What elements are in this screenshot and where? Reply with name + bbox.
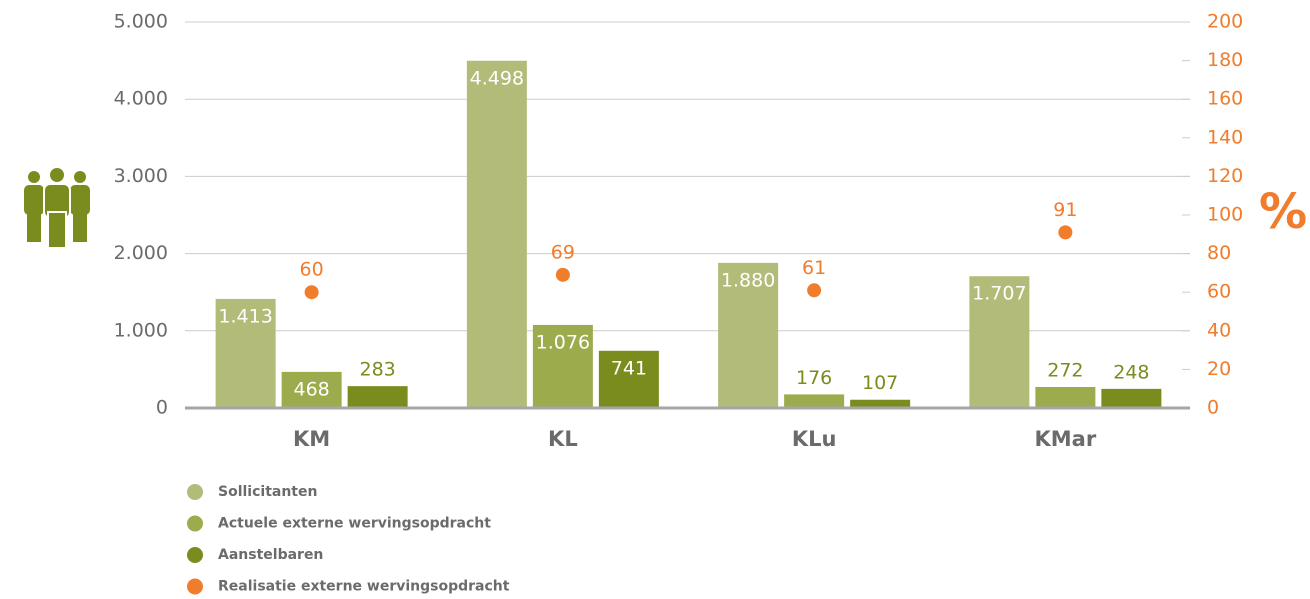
y2-tick-label: 140 (1207, 126, 1243, 148)
data-label: 468 (293, 378, 329, 400)
dot (807, 283, 822, 298)
bar (466, 60, 527, 409)
data-label: 107 (862, 372, 898, 394)
x-tick-label: KMar (1035, 427, 1097, 451)
data-label: 272 (1047, 360, 1083, 382)
y2-tick-label: 200 (1207, 11, 1243, 33)
y2-axis-label: % (1259, 184, 1307, 240)
y2-tick-label: 180 (1207, 49, 1243, 71)
people-icon (24, 168, 90, 249)
legend-label: Sollicitanten (218, 484, 317, 500)
data-label: 61 (802, 257, 826, 279)
data-label: 4.498 (470, 67, 524, 89)
bar (784, 394, 845, 408)
dot (555, 267, 570, 282)
y2-tick-label: 120 (1207, 165, 1243, 187)
data-label: 69 (551, 241, 575, 263)
legend-label: Realisatie externe wervingsopdracht (218, 579, 510, 595)
data-label: 283 (359, 359, 395, 381)
bar (281, 371, 342, 408)
y-tick-label: 0 (156, 397, 168, 419)
data-label: 176 (796, 367, 832, 389)
bar (598, 350, 659, 408)
x-tick-label: KLu (792, 427, 837, 451)
legend-marker (187, 547, 203, 563)
bar (718, 262, 779, 408)
y-tick-label: 2.000 (114, 242, 168, 264)
legend-label: Aanstelbaren (218, 547, 323, 563)
y-tick-label: 4.000 (114, 88, 168, 110)
bar (215, 298, 276, 408)
y-tick-label: 1.000 (114, 319, 168, 341)
bar (850, 399, 911, 408)
x-tick-label: KM (293, 427, 330, 451)
x-tick-label: KL (548, 427, 578, 451)
data-label: 91 (1053, 199, 1077, 221)
y2-tick-label: 40 (1207, 319, 1231, 341)
legend-marker (187, 515, 203, 532)
data-label: 1.880 (721, 269, 775, 291)
y-tick-label: 5.000 (114, 11, 168, 33)
dot (1058, 225, 1073, 240)
legend-marker (187, 578, 203, 595)
data-label: 1.707 (972, 283, 1026, 305)
data-label: 741 (611, 357, 647, 379)
data-label: 248 (1113, 361, 1149, 383)
dot (304, 285, 319, 300)
bar (1101, 388, 1162, 408)
y2-tick-label: 60 (1207, 281, 1231, 303)
y2-tick-label: 100 (1207, 204, 1243, 226)
y2-tick-label: 20 (1207, 358, 1231, 380)
y2-tick-label: 160 (1207, 88, 1243, 110)
data-label: 1.413 (218, 305, 272, 327)
data-label: 60 (300, 259, 324, 281)
legend-marker (187, 484, 203, 500)
bar (1035, 387, 1096, 408)
legend-label: Actuele externe wervingsopdracht (218, 516, 491, 532)
y2-tick-label: 0 (1207, 397, 1219, 419)
data-label: 1.076 (536, 331, 590, 353)
bar (532, 324, 593, 408)
bar (347, 386, 408, 408)
y-tick-label: 3.000 (114, 165, 168, 187)
bar (969, 276, 1030, 408)
y2-tick-label: 80 (1207, 242, 1231, 264)
